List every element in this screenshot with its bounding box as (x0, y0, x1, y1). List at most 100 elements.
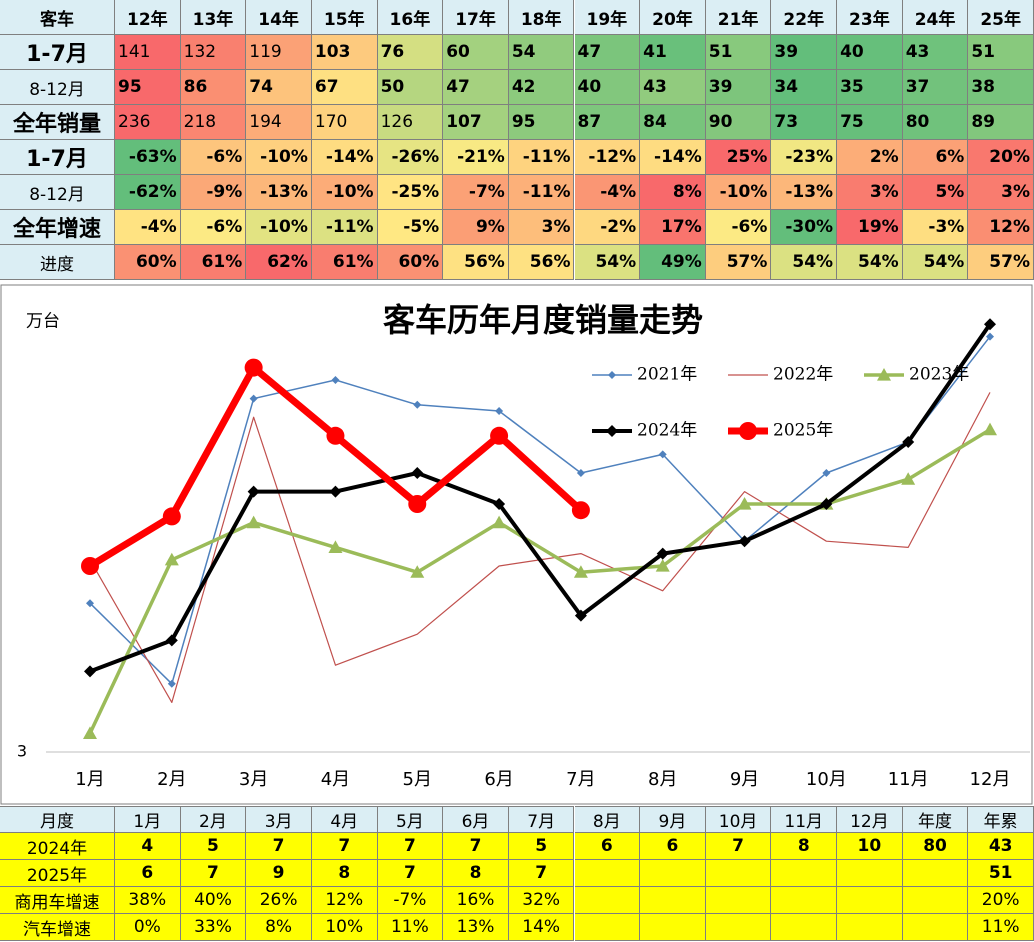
data-point (167, 679, 176, 688)
legend-label: 2024年 (637, 421, 697, 441)
x-tick-label: 4月 (321, 769, 350, 790)
data-point (656, 547, 669, 560)
heat-cell: 39 (771, 35, 838, 70)
table-cell (771, 860, 838, 887)
header-cell: 客车 (0, 0, 115, 35)
heat-cell: 170 (311, 105, 378, 140)
header-cell: 月度 (0, 806, 115, 833)
table-cell (640, 914, 706, 941)
row-label: 进度 (0, 245, 115, 280)
heat-cell: 80 (902, 105, 969, 140)
data-point (983, 422, 997, 436)
data-point (329, 485, 342, 498)
legend-label: 2023年 (909, 365, 969, 385)
header-cell: 6月 (443, 806, 509, 833)
heat-cell: 56% (508, 245, 575, 280)
heat-cell: -14% (640, 140, 706, 175)
table-cell (640, 860, 706, 887)
heat-cell: 54% (902, 245, 969, 280)
heat-cell: -4% (115, 210, 181, 245)
heat-cell: 60% (115, 245, 181, 280)
data-point (493, 498, 506, 510)
heat-cell: 86 (180, 70, 247, 105)
header-cell: 年累 (968, 806, 1034, 833)
x-tick-label: 12月 (970, 769, 1011, 790)
heat-cell: -11% (508, 140, 575, 175)
heat-cell: 43 (640, 70, 706, 105)
data-point (902, 436, 915, 448)
heat-cell: -9% (180, 175, 247, 210)
table-cell: 5 (508, 833, 575, 860)
x-tick-label: 2月 (157, 769, 186, 790)
heat-cell: -12% (574, 140, 641, 175)
table-cell (902, 860, 969, 887)
heat-cell: 54 (508, 35, 575, 70)
heat-cell: 43 (902, 35, 969, 70)
heat-cell: -25% (377, 175, 444, 210)
heat-cell: -4% (574, 175, 641, 210)
legend-label: 2021年 (637, 365, 697, 385)
header-cell: 5月 (377, 806, 444, 833)
heat-cell: 87 (574, 105, 641, 140)
data-point (244, 358, 263, 377)
table-cell: 80 (902, 833, 969, 860)
heat-cell: 60% (377, 245, 444, 280)
data-point (901, 472, 916, 485)
y-axis-unit: 万台 (26, 312, 60, 332)
heat-cell: 74 (246, 70, 312, 105)
heat-cell: -6% (180, 210, 247, 245)
table-cell (837, 887, 903, 914)
table-cell: 7 (246, 833, 312, 860)
table-cell (705, 860, 772, 887)
data-point (83, 726, 97, 739)
heat-cell: -11% (311, 210, 378, 245)
data-point (408, 495, 427, 513)
heat-cell: 8% (640, 175, 706, 210)
heat-cell: 73 (771, 105, 838, 140)
data-point (986, 332, 994, 341)
data-point (492, 515, 507, 529)
heat-cell: -7% (443, 175, 509, 210)
header-cell: 24年 (902, 0, 969, 35)
x-tick-label: 1月 (75, 769, 104, 790)
table-cell: 0% (115, 914, 181, 941)
heat-cell: 132 (180, 35, 247, 70)
heat-cell: -14% (311, 140, 378, 175)
row-label: 汽车增速 (0, 914, 115, 941)
header-cell: 7月 (508, 806, 575, 833)
chart-frame (0, 284, 1033, 805)
data-point (495, 407, 504, 415)
heat-cell: -63% (115, 140, 181, 175)
heat-cell: 41 (640, 35, 706, 70)
header-cell: 14年 (246, 0, 312, 35)
table-cell: 32% (508, 887, 575, 914)
header-cell: 21年 (705, 0, 772, 35)
table-cell: 43 (968, 833, 1034, 860)
heat-cell: 76 (377, 35, 444, 70)
legend-label: 2025年 (773, 421, 833, 441)
heat-cell: -10% (311, 175, 378, 210)
table-cell: 4 (115, 833, 181, 860)
row-label: 2025年 (0, 860, 115, 887)
heat-cell: -13% (771, 175, 838, 210)
heat-cell: 103 (311, 35, 378, 70)
heat-cell: 40 (574, 70, 641, 105)
table-cell: 38% (115, 887, 181, 914)
table-cell: 7 (443, 833, 509, 860)
heat-cell: 57% (968, 245, 1034, 280)
table-cell: 6 (115, 860, 181, 887)
data-point (738, 535, 751, 548)
header-cell: 1月 (115, 806, 181, 833)
heat-cell: -21% (443, 140, 509, 175)
series-line (89, 336, 991, 685)
table-cell (640, 887, 706, 914)
heat-cell: 60 (443, 35, 509, 70)
table-cell (705, 887, 772, 914)
x-tick-label: 7月 (566, 769, 595, 790)
heat-cell: 50 (377, 70, 444, 105)
table-cell: 40% (180, 887, 247, 914)
x-tick-label: 8月 (648, 769, 677, 790)
x-tick-label: 10月 (806, 769, 847, 790)
heat-cell: -2% (574, 210, 641, 245)
heat-cell: 9% (443, 210, 509, 245)
